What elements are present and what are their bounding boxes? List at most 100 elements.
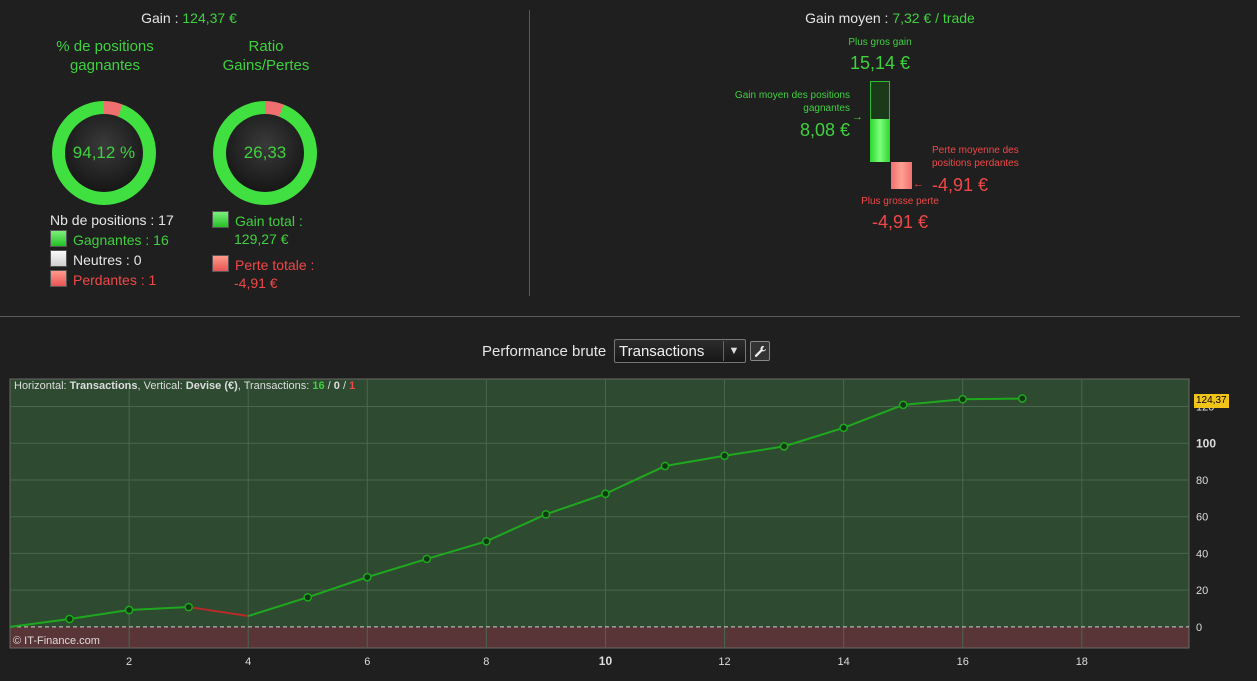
plus-gros-gain-value: 15,14 € (849, 53, 911, 73)
data-point (898, 400, 908, 410)
info-sep-2: / (339, 380, 350, 392)
x-tick-label: 18 (1076, 656, 1088, 668)
legend-neutres: Neutres : 0 (50, 250, 174, 270)
x-tick-label: 2 (126, 656, 132, 668)
x-tick-label: 12 (718, 656, 730, 668)
gain-segment (962, 397, 1023, 401)
gain-value: 124,37 € (182, 10, 237, 26)
data-point (720, 451, 729, 461)
data-point (958, 394, 968, 404)
legend-neutres-label: Neutres : 0 (73, 252, 142, 268)
plus-grosse-perte-label: Plus grosse perte (861, 196, 939, 207)
legend-gagnantes: Gagnantes : 16 (50, 230, 174, 250)
info-vertical-label: , Vertical: (137, 380, 186, 392)
gain-segment (903, 398, 963, 406)
x-tick-label: 10 (599, 654, 613, 668)
info-neutral-count: 0 (333, 380, 340, 392)
perte-moyenne-value: -4,91 € (932, 175, 989, 195)
data-point (65, 614, 74, 624)
gain-moyen-header: Gain moyen : 7,32 € / trade (700, 10, 1080, 26)
gain-moyen-label: Gain moyen : (805, 10, 893, 26)
info-horizontal-value: Transactions (69, 380, 138, 392)
wrench-icon (754, 345, 766, 357)
x-tick-label: 8 (483, 656, 489, 668)
perte-totale: Perte totale : (212, 255, 314, 274)
perte-moyenne-arrow-icon: ← (913, 178, 924, 190)
data-point (482, 536, 491, 546)
info-loss-count: 1 (349, 380, 356, 392)
horizontal-divider (0, 316, 1240, 317)
gain-segment (783, 426, 844, 448)
gain-segment (307, 576, 368, 599)
copyright: © IT-Finance.com (13, 635, 100, 647)
vertical-divider (529, 10, 530, 296)
x-tick-label: 16 (957, 656, 969, 668)
perte-moyenne-label: Perte moyenne des positions perdantes (932, 145, 1019, 169)
gain-total: Gain total : (212, 211, 314, 230)
data-point (362, 572, 372, 582)
gain-moyen-gagnantes-value: 8,08 € (799, 120, 850, 140)
info-sep-1: / (324, 380, 334, 392)
white-swatch-icon (50, 250, 67, 267)
plot-positive-area (10, 379, 1189, 627)
data-point (303, 592, 313, 602)
gain-label: Gain : (141, 10, 183, 26)
legend-perdantes-label: Perdantes : 1 (73, 272, 157, 288)
gain-segment (724, 445, 785, 457)
ratio-value: 26,33 (226, 114, 304, 192)
data-point (779, 442, 789, 451)
red-swatch-icon (212, 255, 229, 272)
loss-segment (188, 606, 249, 618)
y-tick-label: 20 (1196, 585, 1208, 597)
pct-winning-ring: 94,12 % (52, 101, 156, 205)
performance-chart: 24681012141618020406080100120 (9, 378, 1216, 668)
gain-segment (9, 617, 70, 628)
info-vertical-value: Devise (€) (185, 380, 238, 392)
green-swatch-icon (50, 230, 67, 247)
data-point (601, 489, 610, 499)
pct-winning-value: 94,12 % (65, 114, 143, 192)
chart-info-bar: Horizontal: Transactions, Vertical: Devi… (14, 380, 355, 392)
positions-legend: Nb de positions : 17 Gagnantes : 16 Neut… (50, 211, 174, 290)
totals-legend: Gain total : 129,27 € Perte totale : -4,… (212, 211, 314, 292)
gain-segment (366, 557, 428, 579)
plot-negative-area (10, 627, 1189, 648)
gain-moyen-value: 7,32 € / trade (892, 10, 975, 26)
info-transactions-label: , Transactions: (237, 380, 313, 392)
gain-segment (247, 596, 309, 618)
avg-gain-bar (870, 119, 890, 162)
gain-header: Gain : 124,37 € (0, 10, 378, 26)
ratio-ring: 26,33 (213, 101, 317, 205)
y-tick-label: 40 (1196, 548, 1208, 560)
gain-moyen-gagnantes-label: Gain moyen des positions gagnantes (734, 90, 850, 114)
x-tick-label: 14 (838, 656, 850, 668)
gain-segment (664, 454, 725, 468)
gain-segment (843, 403, 904, 429)
settings-wrench-button[interactable] (750, 341, 770, 361)
plus-grosse-perte-value: -4,91 € (871, 212, 929, 232)
y-tick-label: 0 (1196, 622, 1202, 634)
x-tick-label: 4 (245, 656, 251, 668)
perte-totale-label: Perte totale : (235, 257, 315, 273)
green-swatch-icon (212, 211, 229, 228)
legend-perdantes: Perdantes : 1 (50, 270, 174, 290)
gain-segment (545, 492, 606, 516)
legend-gagnantes-label: Gagnantes : 16 (73, 232, 169, 248)
y-tick-label: 100 (1196, 436, 1216, 450)
nb-positions: Nb de positions : 17 (50, 212, 174, 228)
last-value-badge: 124,37 (1194, 394, 1229, 408)
ratio-title: Ratio Gains/Pertes (222, 38, 310, 74)
data-point (184, 602, 193, 612)
chevron-down-icon[interactable]: ▼ (723, 341, 744, 361)
avg-loss-bar (891, 162, 912, 189)
data-point (1017, 394, 1027, 403)
performance-mode-select[interactable]: Transactions ▼ (614, 339, 746, 363)
gain-total-label: Gain total : (235, 213, 303, 229)
gain-segment (605, 465, 666, 495)
data-point (422, 554, 432, 564)
y-tick-label: 60 (1196, 512, 1208, 524)
data-point (541, 509, 551, 519)
data-point (124, 605, 134, 615)
y-tick-label: 80 (1196, 475, 1208, 487)
gain-moyen-gagnantes-arrow-icon: → (852, 111, 863, 123)
